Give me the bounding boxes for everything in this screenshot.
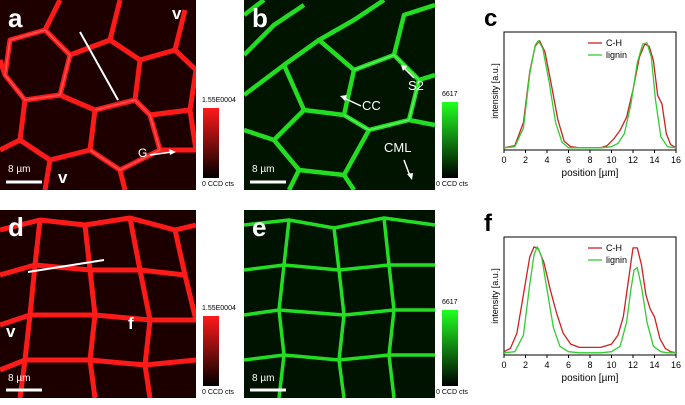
panel-d-colorbar [203, 316, 219, 386]
panel-d-v-label: v [6, 322, 16, 341]
chart-f-xtick-label: 4 [544, 360, 549, 370]
panel-a-cell-network [0, 0, 196, 190]
panel-b-cc-label: CC [362, 98, 381, 113]
chart-f-xtick-label: 12 [628, 360, 638, 370]
chart-f: f 0 2 4 6 8 10 12 14 16 position [µm] intensity [a.… [484, 210, 681, 384]
panel-a-colorbar [203, 108, 219, 178]
panel-a-profile-line [79, 31, 119, 101]
chart-c-xtick-label: 10 [606, 155, 616, 165]
panel-a-image: a v v G 8 µm [0, 0, 196, 190]
chart-f-series-c-h-line [503, 246, 677, 354]
chart-c-series-lignin-line [503, 40, 677, 149]
chart-c-legend-label: lignin [606, 50, 627, 60]
chart-f-xtick-label: 6 [566, 360, 571, 370]
chart-f-xtick-label: 14 [649, 360, 659, 370]
panel-a-g-label: G [138, 146, 148, 160]
panel-e-colorbar-min: 0 CCD cts [436, 389, 468, 396]
chart-f-xtick-label: 8 [587, 360, 592, 370]
chart-c-xlabel: position [µm] [562, 168, 619, 179]
chart-c-panel-letter: c [484, 5, 497, 32]
panel-e-cell-network [244, 210, 435, 398]
chart-f-xtick-label: 16 [671, 360, 681, 370]
chart-c-xtick-label: 6 [566, 155, 571, 165]
panel-b-colorbar [442, 102, 458, 178]
chart-c-xtick-label: 2 [523, 155, 528, 165]
panel-b-letter: b [252, 3, 268, 33]
panel-e-colorbar [442, 310, 458, 386]
chart-f-legend-label: C-H [606, 243, 622, 253]
panel-d-image: d v f 8 µm [0, 210, 196, 398]
panel-d-profile-line [27, 259, 105, 273]
panel-a-v-bottom: v [58, 168, 68, 187]
panel-d-colorbar-min: 0 CCD cts [202, 389, 234, 396]
panel-b-scalebar-label: 8 µm [252, 164, 275, 175]
chart-f-xlabel: position [µm] [562, 373, 619, 384]
chart-c-xtick-label: 14 [649, 155, 659, 165]
chart-c-ylabel: intensity [a.u.] [490, 63, 500, 119]
chart-c-legend-label: C-H [606, 38, 622, 48]
panel-b-colorbar-min: 0 CCD cts [436, 181, 468, 188]
panel-b-cml-label: CML [384, 140, 412, 155]
panel-d-colorbar-max: 1.55E0004 [202, 305, 236, 312]
panel-b-colorbar-max: 6617 [442, 91, 458, 98]
chart-f-ylabel: intensity [a.u.] [490, 268, 500, 324]
panel-e-scalebar-label: 8 µm [252, 373, 275, 384]
panel-a-scalebar-label: 8 µm [8, 164, 31, 175]
panel-a-letter: a [8, 3, 23, 33]
panel-e-letter: e [252, 212, 267, 242]
panel-a-colorbar-max: 1.55E0004 [202, 97, 236, 104]
panel-b-cell-network [244, 0, 435, 190]
chart-c-xtick-label: 8 [587, 155, 592, 165]
chart-c-xtick-label: 0 [501, 155, 506, 165]
chart-f-xtick-label: 10 [606, 360, 616, 370]
panel-d-cell-network [0, 210, 196, 398]
chart-f-plot-frame [503, 236, 677, 356]
panel-d-letter: d [8, 212, 24, 242]
chart-c-xtick-label: 12 [628, 155, 638, 165]
panel-d-scalebar-label: 8 µm [8, 373, 31, 384]
chart-c-series-c-h-line [503, 40, 677, 149]
chart-f-legend-label: lignin [606, 255, 627, 265]
panel-d-f-label: f [128, 314, 134, 333]
chart-f-panel-letter: f [484, 210, 493, 237]
chart-c-xtick-label: 4 [544, 155, 549, 165]
panel-e-image: e 8 µm [244, 210, 435, 398]
panel-b-image: b CC S2 CML 8 µm [244, 0, 435, 190]
chart-c-xtick-label: 16 [671, 155, 681, 165]
panel-a-v-top: v [172, 4, 182, 23]
chart-f-series-lignin-line [503, 246, 676, 354]
chart-f-xtick-label: 2 [523, 360, 528, 370]
panel-b-s2-label: S2 [408, 78, 424, 93]
panel-e-colorbar-max: 6617 [442, 299, 458, 306]
chart-f-xtick-label: 0 [501, 360, 506, 370]
panel-a-colorbar-min: 0 CCD cts [202, 181, 234, 188]
chart-c: c 0 2 4 6 8 10 12 14 16 position [µm] intensity [a.… [484, 5, 681, 179]
